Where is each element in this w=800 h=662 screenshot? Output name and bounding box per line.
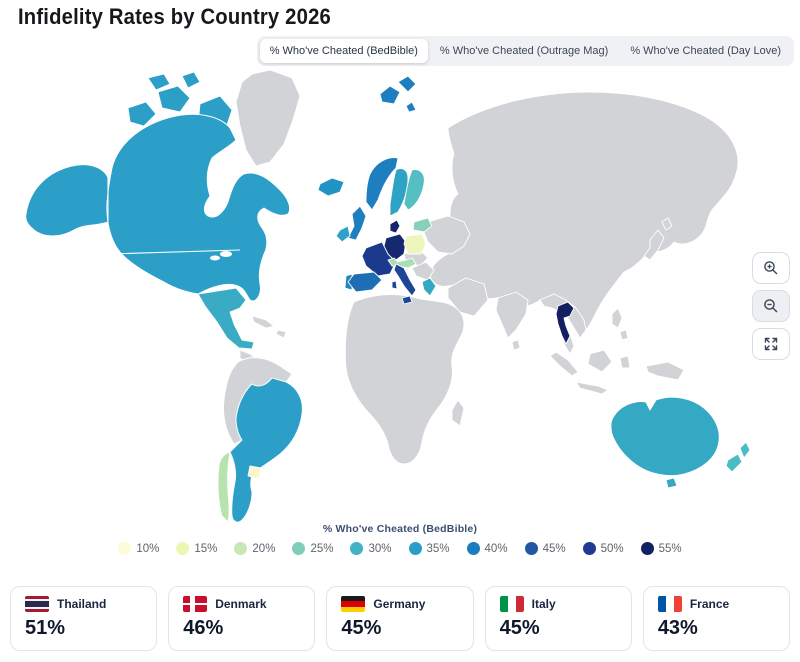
legend-swatch-25 [292, 542, 306, 555]
page-title: Infidelity Rates by Country 2026 [18, 4, 331, 29]
legend-item: 20% [234, 542, 275, 555]
legend-item: 55% [640, 542, 682, 555]
map-region-arabia[interactable] [447, 277, 489, 317]
map-country-norway[interactable] [365, 157, 399, 211]
map-country-mexico[interactable] [197, 287, 255, 350]
country-card-france: France 43% [642, 586, 791, 651]
legend-item: 40% [466, 542, 508, 555]
map-country-sweden[interactable] [389, 167, 409, 217]
card-country-name: Denmark [215, 597, 267, 611]
map-country-cuba[interactable] [251, 315, 287, 339]
map-region-brazil-argentina[interactable] [229, 377, 303, 522]
map-country-poland[interactable] [403, 233, 427, 255]
map-country-spain[interactable] [347, 271, 383, 293]
legend-swatch-35 [408, 542, 422, 555]
map-country-sri-lanka[interactable] [511, 339, 521, 351]
tab-outrage-mag[interactable]: % Who've Cheated (Outrage Mag) [430, 39, 618, 63]
legend-swatch-55 [640, 542, 654, 555]
map-country-thailand[interactable] [555, 301, 575, 345]
flag-germany-icon [341, 596, 366, 612]
map-country-italy[interactable] [391, 263, 417, 305]
flag-thailand-icon [25, 596, 49, 612]
legend-swatch-50 [582, 542, 596, 555]
map-country-uk[interactable] [347, 205, 367, 241]
magnifier-plus-icon [764, 261, 778, 275]
top-countries-cards: Thailand 51% Denmark 46% Germany 45% Ita… [10, 586, 791, 651]
map-controls [752, 252, 790, 360]
tab-day-love[interactable]: % Who've Cheated (Day Love) [620, 39, 791, 63]
expand-arrows-icon [764, 337, 778, 351]
world-choropleth-map [0, 62, 800, 522]
legend-swatch-30 [350, 542, 364, 555]
legend-swatch-20 [234, 542, 248, 555]
magnifier-minus-icon [764, 299, 778, 313]
map-country-australia[interactable] [610, 396, 720, 489]
card-country-value: 46% [183, 617, 224, 639]
flag-france-icon [657, 596, 682, 612]
tab-bedbible[interactable]: % Who've Cheated (BedBible) [259, 39, 428, 63]
country-card-germany: Germany 45% [326, 586, 474, 651]
us-canada-border [109, 249, 241, 255]
map-region-baltics[interactable] [412, 217, 433, 233]
country-card-denmark: Denmark 46% [168, 586, 316, 651]
map-country-iceland[interactable] [317, 177, 345, 197]
map-country-uruguay[interactable] [247, 465, 262, 480]
map-legend: % Who've Cheated (BedBible) 10% 15% 20% … [0, 523, 800, 555]
card-country-name: France [689, 597, 730, 611]
map-region-indonesia[interactable] [549, 349, 631, 395]
map-country-ireland[interactable] [335, 225, 351, 243]
legend-swatch-15 [176, 542, 190, 555]
country-card-italy: Italy 45% [484, 586, 632, 651]
map-country-greenland[interactable] [235, 69, 301, 167]
legend-item: 15% [176, 542, 217, 555]
legend-row: 10% 15% 20% 25% 30% 35% 40% 45% 50% 55% [0, 542, 800, 555]
map-region-canada-usa[interactable] [106, 113, 291, 302]
map-country-japan[interactable] [643, 217, 673, 261]
map-country-philippines[interactable] [611, 307, 629, 341]
map-region-alaska[interactable] [25, 164, 109, 237]
fullscreen-button[interactable] [752, 328, 790, 360]
map-country-chile[interactable] [217, 451, 231, 522]
map-country-finland[interactable] [403, 169, 425, 211]
card-country-name: Germany [373, 597, 426, 611]
map-country-india[interactable] [495, 291, 529, 339]
legend-swatch-40 [466, 542, 480, 555]
map-country-france[interactable] [361, 241, 397, 277]
map-region-balkans[interactable] [411, 261, 435, 281]
legend-item: 30% [350, 542, 392, 555]
zoom-out-button[interactable] [752, 290, 790, 322]
card-country-value: 45% [341, 617, 382, 639]
card-country-value: 51% [25, 617, 66, 639]
card-country-name: Thailand [57, 597, 107, 611]
card-country-name: Italy [531, 597, 556, 611]
great-lakes [220, 251, 232, 257]
map-region-east-europe[interactable] [423, 215, 471, 255]
map-country-new-zealand[interactable] [725, 441, 751, 473]
card-country-value: 43% [657, 617, 698, 639]
great-lakes-2 [210, 255, 220, 261]
map-country-denmark[interactable] [389, 219, 401, 234]
legend-item: 45% [524, 542, 566, 555]
legend-item: 50% [582, 542, 624, 555]
legend-item: 35% [408, 542, 450, 555]
legend-swatch-45 [524, 542, 538, 555]
legend-title: % Who've Cheated (BedBible) [322, 523, 478, 535]
map-region-se-asia-mainland[interactable] [539, 293, 587, 355]
map-region-svalbard[interactable] [379, 75, 417, 113]
flag-italy-icon [499, 596, 524, 612]
legend-item: 25% [292, 542, 333, 555]
legend-item: 10% [118, 542, 159, 555]
country-card-thailand: Thailand 51% [10, 586, 158, 651]
map-country-papua-new-guinea[interactable] [645, 361, 685, 381]
source-tabbar: % Who've Cheated (BedBible) % Who've Che… [256, 36, 794, 66]
flag-denmark-icon [183, 596, 208, 612]
legend-swatch-10 [118, 542, 132, 555]
map-country-madagascar[interactable] [451, 399, 465, 427]
zoom-in-button[interactable] [752, 252, 790, 284]
card-country-value: 45% [499, 617, 540, 639]
map-region-africa[interactable] [344, 294, 465, 465]
map-country-greece[interactable] [421, 277, 437, 297]
